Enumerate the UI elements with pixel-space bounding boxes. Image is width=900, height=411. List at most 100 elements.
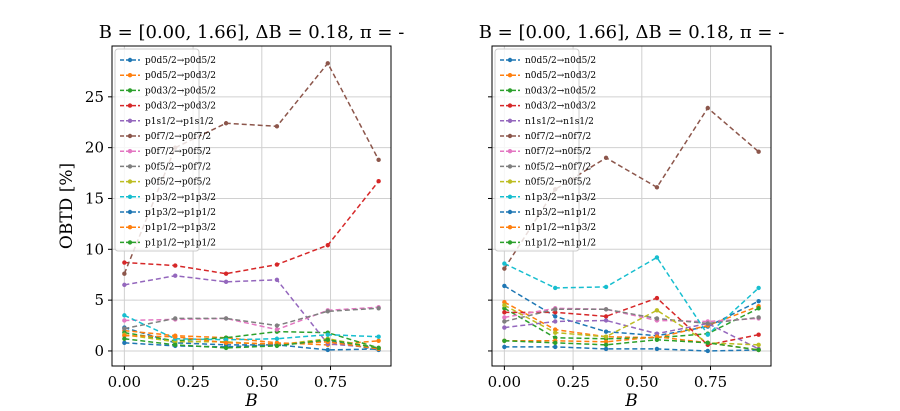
data-point xyxy=(705,348,710,354)
data-point xyxy=(654,185,660,190)
data-point xyxy=(756,342,761,348)
data-point xyxy=(756,306,761,311)
legend-label: n0f5/2→n0f7/2 xyxy=(525,162,591,172)
axes-frame xyxy=(491,45,772,367)
legend-label: n1s1/2→n1s1/2 xyxy=(525,117,594,127)
data-point xyxy=(553,307,558,312)
series-line-2 xyxy=(124,330,379,349)
y-tick-label: 5 xyxy=(94,291,104,309)
x-tick-label: 0.50 xyxy=(245,373,278,391)
legend: n0d5/2→n0d5/2 n0d5/2→n0d3/2 n0d3/2→n0d5/2 n… xyxy=(494,48,596,252)
chart-title: B = [0.00, 1.66], ΔB = 0.18, π = - xyxy=(479,22,785,43)
series-line-9 xyxy=(124,314,379,341)
data-point xyxy=(223,316,229,321)
data-point xyxy=(122,318,127,323)
data-point xyxy=(705,340,710,346)
axes-frame xyxy=(111,45,392,367)
legend-label: n0d3/2→n0d3/2 xyxy=(525,102,596,112)
data-point xyxy=(502,344,507,350)
series-line-0 xyxy=(503,285,759,337)
data-point xyxy=(756,332,761,337)
data-point xyxy=(325,337,330,342)
legend-marker xyxy=(127,57,133,63)
legend-marker xyxy=(507,225,513,230)
data-point xyxy=(274,277,280,282)
series-line-11 xyxy=(504,335,759,351)
data-point xyxy=(274,124,280,129)
legend-label: n0d5/2→n0d3/2 xyxy=(525,71,596,81)
legend-box xyxy=(494,48,580,252)
data-point xyxy=(553,330,558,335)
data-point xyxy=(553,335,558,340)
legend-label: n0f7/2→n0f5/2 xyxy=(525,147,591,157)
legend-label: n1p1/2→n1p3/2 xyxy=(525,223,596,233)
data-point xyxy=(325,61,330,66)
x-tick-label: 0.75 xyxy=(694,373,727,391)
legend-label: p1p3/2→p1p3/2 xyxy=(145,193,216,203)
data-point xyxy=(603,284,609,290)
legend-label: p1p1/2→p1p1/2 xyxy=(145,238,216,248)
x-tick-label: 0.50 xyxy=(625,373,658,391)
data-point xyxy=(173,339,178,345)
data-point xyxy=(376,178,381,184)
series-line-7 xyxy=(124,307,379,330)
data-point xyxy=(756,149,761,154)
legend-label: p1p3/2→p1p1/2 xyxy=(145,208,216,218)
y-tick-label: 15 xyxy=(85,189,104,207)
data-point xyxy=(654,346,660,352)
series-line-6 xyxy=(504,307,759,323)
data-point xyxy=(173,342,178,348)
data-point xyxy=(756,298,761,304)
legend-marker xyxy=(127,103,133,108)
series-line-10 xyxy=(504,346,759,352)
legend-label: p0d5/2→p0d3/2 xyxy=(145,71,216,81)
data-point xyxy=(376,157,381,163)
legend-marker xyxy=(127,149,133,154)
legend: p0d5/2→p0d5/2 p0d5/2→p0d3/2 p0d3/2→p0d5/2 p… xyxy=(114,48,216,252)
x-tick-label: 0.25 xyxy=(176,373,209,391)
data-point xyxy=(122,336,127,341)
chart-panel-0: 0.00 0.25 0.50 0.75 0 5 10 15 20 25 B = [0.00, 1.6… xyxy=(57,22,404,411)
series-line-12 xyxy=(504,339,759,351)
data-point xyxy=(274,262,280,267)
data-point xyxy=(274,323,280,328)
data-point xyxy=(654,331,660,336)
y-tick-label: 0 xyxy=(94,342,104,360)
legend-label: p0d3/2→p0d3/2 xyxy=(145,102,216,112)
data-point xyxy=(654,295,660,301)
data-point xyxy=(274,343,280,349)
data-point xyxy=(553,310,558,315)
data-point xyxy=(502,303,507,308)
legend-marker xyxy=(507,88,513,93)
legend-label: p0f5/2→p0f7/2 xyxy=(145,162,211,172)
legend-marker xyxy=(507,118,513,124)
legend-label: n1p3/2→n1p1/2 xyxy=(525,208,596,218)
legend-marker xyxy=(127,240,133,245)
data-point xyxy=(502,325,507,330)
data-point xyxy=(553,344,558,350)
legend-marker xyxy=(507,240,513,245)
legend-marker xyxy=(507,179,513,184)
data-point xyxy=(553,340,558,346)
series-line-9 xyxy=(504,256,760,336)
legend-marker xyxy=(127,225,133,230)
x-tick-label: 0.00 xyxy=(108,373,141,391)
data-point xyxy=(173,263,178,268)
data-point xyxy=(325,347,330,353)
legend-box xyxy=(114,48,200,252)
data-point xyxy=(502,261,507,266)
x-axis-label: B xyxy=(244,391,258,411)
legend-marker xyxy=(127,133,133,139)
y-tick-label: 10 xyxy=(85,240,104,258)
legend-label: p0d5/2→p0d5/2 xyxy=(145,56,216,66)
data-point xyxy=(325,309,330,314)
series-line-1 xyxy=(504,301,759,339)
data-point xyxy=(325,332,330,337)
data-point xyxy=(603,155,609,161)
x-axis-label: B xyxy=(624,391,638,411)
data-point xyxy=(376,338,381,343)
series-line-2 xyxy=(503,307,759,340)
x-tick-label: 0.25 xyxy=(556,373,589,391)
legend-marker xyxy=(507,73,513,78)
